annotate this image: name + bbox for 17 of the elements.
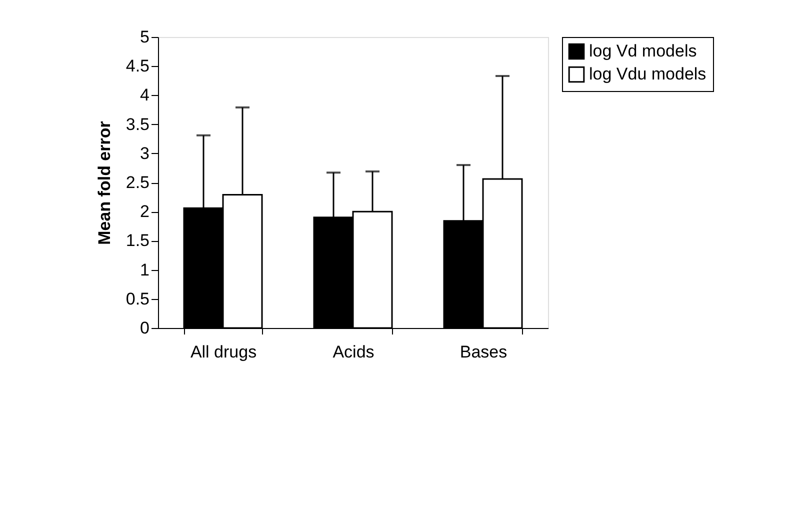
y-tick-label: 4 — [140, 86, 150, 105]
y-tick-label: 1.5 — [126, 231, 150, 250]
y-axis-title: Mean fold error — [94, 120, 114, 245]
y-tick-label: 5 — [140, 28, 150, 46]
y-tick-label: 2 — [140, 202, 150, 222]
y-tick-label: 4.5 — [126, 56, 150, 76]
y-tick-label: 2.5 — [126, 173, 150, 192]
x-tick-label: Bases — [460, 342, 508, 362]
x-tick-label: Acids — [332, 342, 374, 362]
legend-label: log Vdu models — [589, 64, 706, 84]
y-tick-label: 0.5 — [126, 289, 150, 308]
y-tick-label: 3 — [140, 144, 150, 163]
x-tick-label: All drugs — [190, 342, 257, 362]
y-tick-label: 3.5 — [126, 114, 150, 134]
legend-label: log Vd models — [589, 42, 697, 60]
y-tick-label: 1 — [140, 260, 150, 280]
y-tick-label: 0 — [140, 318, 150, 338]
